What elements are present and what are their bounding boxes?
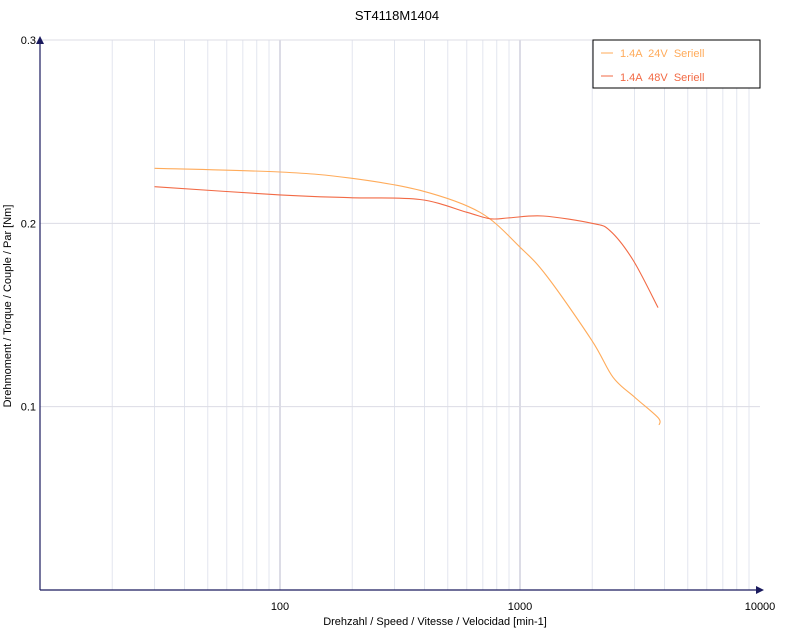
y-tick-label: 0.2 [21,218,36,230]
y-axis-label: Drehmoment / Torque / Couple / Par [Nm] [2,205,14,408]
legend-label-48v: 1.4A 48V Seriell [620,72,704,84]
axes [36,36,764,594]
y-tick-label: 0.3 [21,35,36,47]
series-line-48v [154,186,659,308]
legend: 1.4A 24V Seriell 1.4A 48V Seriell [592,39,761,89]
grid [40,39,760,590]
legend-box [592,39,761,89]
x-tick-label: 100 [271,601,289,613]
y-tick-label: 0.1 [21,402,36,414]
x-tick-label: 10000 [745,601,776,613]
x-tick-label: 1000 [508,601,532,613]
series-line-24v [154,167,661,426]
legend-label-24v: 1.4A 24V Seriell [620,48,704,60]
x-axis-arrow [756,586,764,594]
chart-title: ST4118M1404 [355,8,439,23]
x-axis-label: Drehzahl / Speed / Vitesse / Velocidad [… [323,616,547,628]
y-axis-arrow [36,36,44,44]
